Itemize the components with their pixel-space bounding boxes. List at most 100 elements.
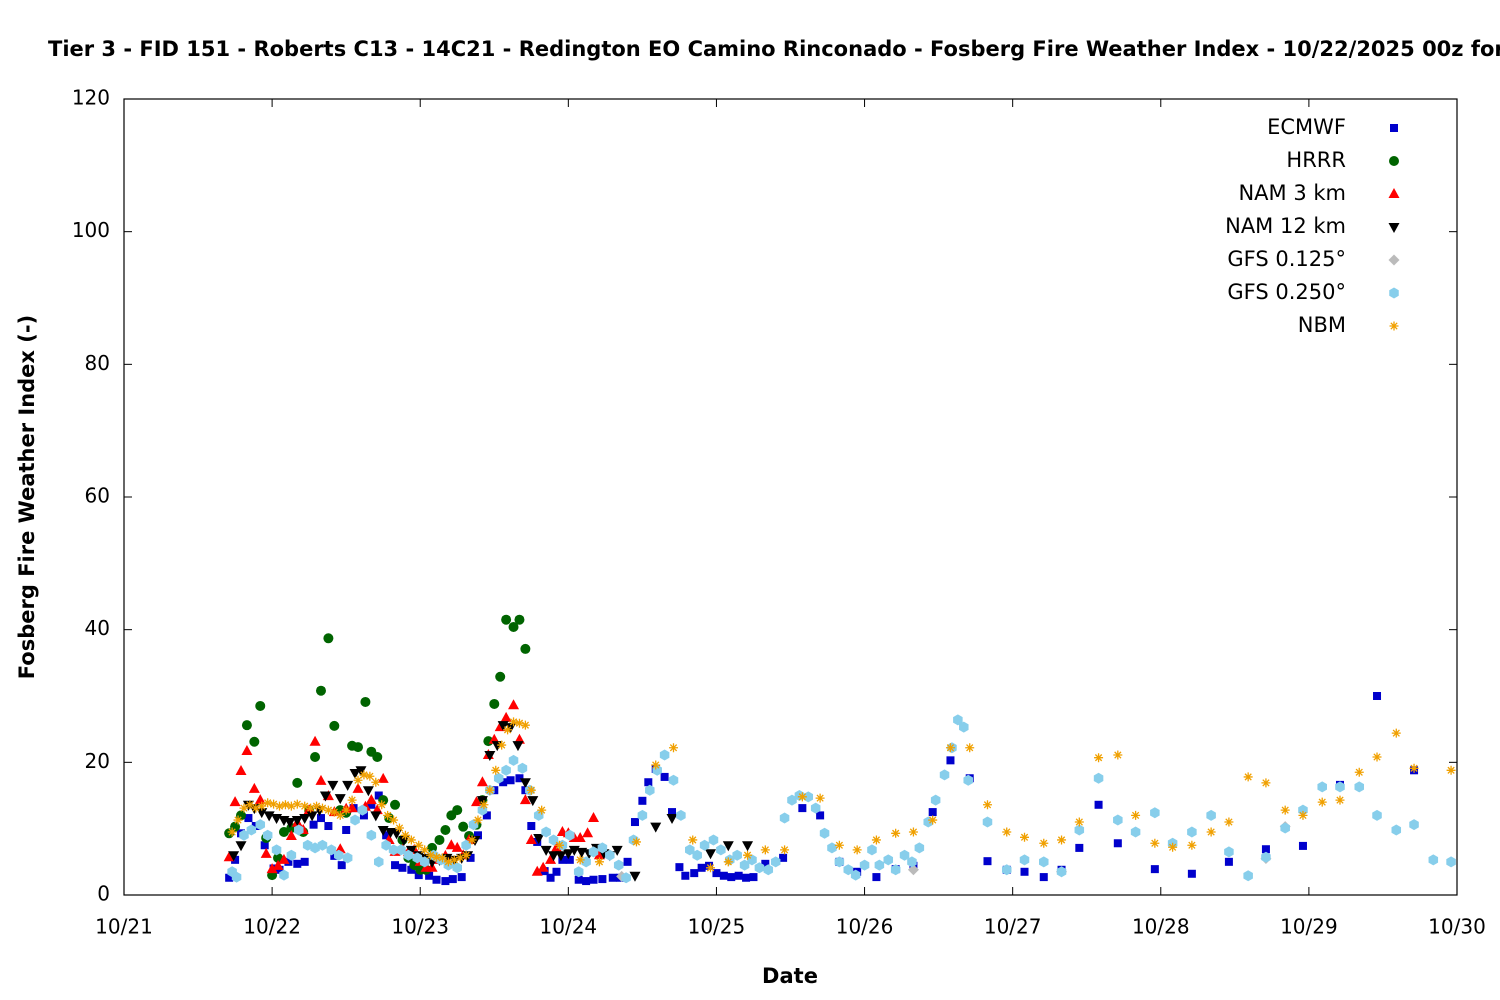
point <box>445 839 457 850</box>
point <box>473 831 482 840</box>
legend-marker <box>1388 223 1400 233</box>
point <box>630 818 639 827</box>
point <box>280 800 290 810</box>
point <box>300 857 309 866</box>
point <box>391 861 400 870</box>
point <box>797 792 807 802</box>
point <box>362 786 374 797</box>
point <box>473 815 483 825</box>
point <box>476 796 488 807</box>
point <box>334 794 346 805</box>
point <box>914 842 925 854</box>
point <box>482 811 491 820</box>
point <box>760 845 770 855</box>
point <box>734 871 743 880</box>
point <box>676 809 686 821</box>
point <box>907 856 917 868</box>
point <box>770 856 781 868</box>
point <box>310 842 320 854</box>
point <box>514 718 524 728</box>
point <box>398 835 410 846</box>
legend-label: NAM 3 km <box>1238 181 1346 205</box>
point <box>589 875 598 884</box>
point <box>441 877 450 886</box>
point <box>965 743 975 753</box>
point <box>552 867 561 876</box>
point <box>574 831 586 842</box>
point <box>699 839 710 851</box>
point <box>432 875 441 884</box>
x-tick-label: 10/23 <box>391 915 449 939</box>
point <box>229 796 241 807</box>
point <box>302 839 313 851</box>
point <box>742 873 751 882</box>
point <box>597 842 608 854</box>
legend-marker <box>1390 124 1398 132</box>
point <box>1187 840 1197 850</box>
point <box>1261 778 1271 788</box>
point <box>739 859 750 871</box>
point <box>477 804 488 816</box>
point <box>365 771 375 781</box>
point <box>692 849 702 861</box>
point <box>867 844 877 856</box>
point <box>923 816 934 828</box>
point <box>659 749 670 761</box>
point <box>1224 857 1233 866</box>
point <box>588 846 599 858</box>
point <box>816 811 825 820</box>
point <box>503 725 513 735</box>
x-axis-label: Date <box>762 964 818 988</box>
point <box>1002 827 1012 837</box>
point <box>458 821 469 832</box>
x-tick-label: 10/27 <box>984 915 1042 939</box>
point <box>963 774 973 786</box>
point <box>953 714 963 726</box>
point <box>558 855 567 864</box>
point <box>269 799 279 809</box>
point <box>342 852 353 864</box>
point <box>1020 832 1030 842</box>
point <box>272 859 284 870</box>
point <box>716 844 726 856</box>
point <box>512 741 524 752</box>
point <box>685 844 695 856</box>
point <box>834 856 845 868</box>
point <box>306 803 316 813</box>
point <box>727 873 736 882</box>
point <box>1335 781 1345 793</box>
point <box>315 774 327 785</box>
point <box>467 835 477 845</box>
point <box>241 720 252 731</box>
point <box>1168 842 1178 852</box>
point <box>1019 854 1030 866</box>
legend-label: GFS 0.250° <box>1227 280 1346 304</box>
point <box>1056 866 1067 878</box>
point <box>1206 827 1216 837</box>
point <box>254 794 266 805</box>
point <box>517 762 528 774</box>
point <box>1372 752 1382 762</box>
legend-label: ECMWF <box>1267 115 1346 139</box>
point <box>623 857 632 866</box>
point <box>1298 810 1308 820</box>
point <box>491 765 501 775</box>
point <box>233 815 243 825</box>
point <box>645 784 655 796</box>
point <box>668 774 679 786</box>
point <box>1317 797 1327 807</box>
point <box>293 859 302 868</box>
point <box>452 862 463 874</box>
point <box>1261 845 1270 854</box>
point <box>890 864 901 876</box>
point <box>520 643 531 654</box>
x-tick-label: 10/24 <box>540 915 598 939</box>
point <box>244 814 253 823</box>
point <box>231 871 242 883</box>
point <box>652 764 662 776</box>
point <box>1113 814 1123 826</box>
point <box>1150 865 1159 874</box>
point <box>398 863 407 872</box>
point <box>349 768 361 779</box>
